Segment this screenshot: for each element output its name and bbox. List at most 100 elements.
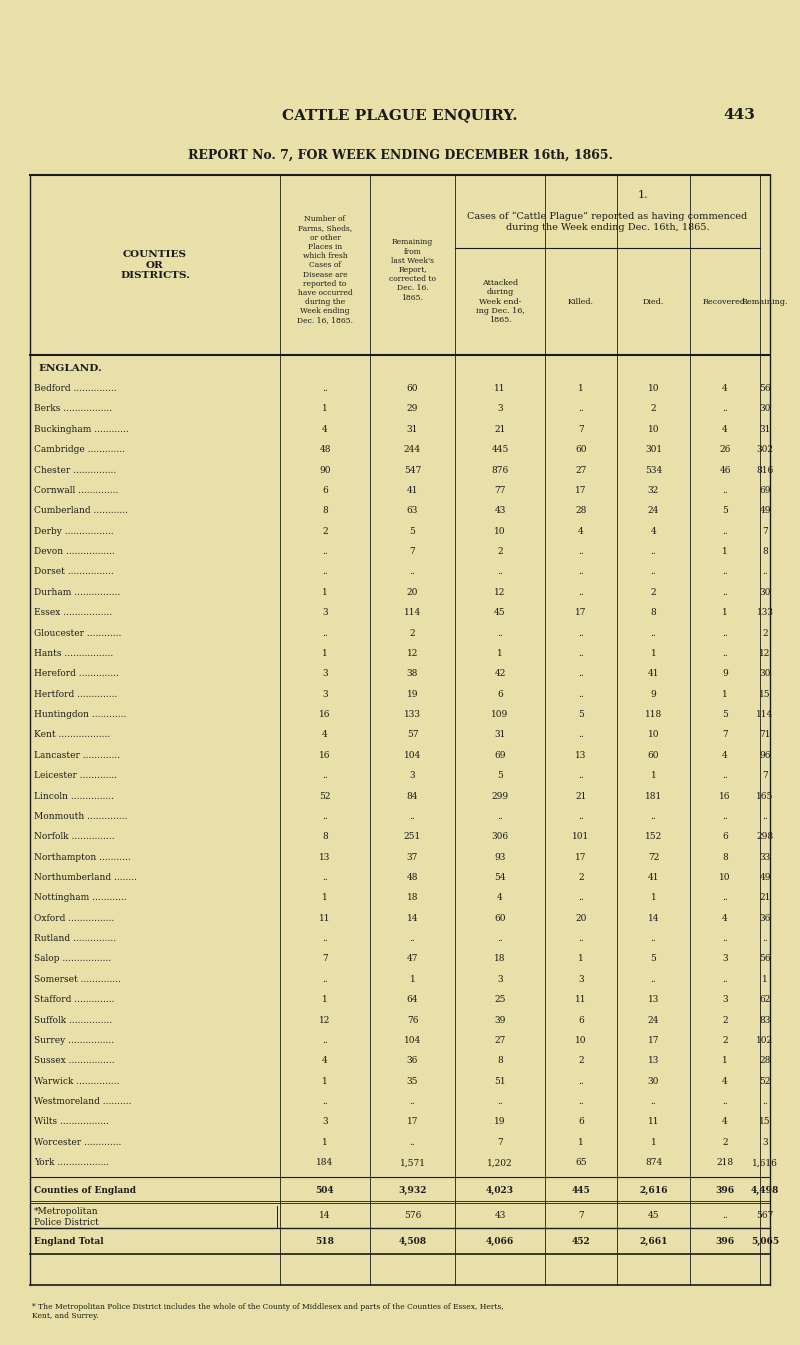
Text: 48: 48 xyxy=(406,873,418,882)
Text: ..: .. xyxy=(762,1098,768,1106)
Text: 8: 8 xyxy=(650,608,656,617)
Text: 1: 1 xyxy=(322,1077,328,1085)
Text: 2: 2 xyxy=(578,873,584,882)
Text: 47: 47 xyxy=(406,955,418,963)
Text: ..: .. xyxy=(762,935,768,943)
Text: 8: 8 xyxy=(322,833,328,841)
Text: 14: 14 xyxy=(319,1210,330,1220)
Text: 31: 31 xyxy=(407,425,418,434)
Text: 12: 12 xyxy=(319,1015,330,1025)
Text: 17: 17 xyxy=(648,1036,659,1045)
Text: 69: 69 xyxy=(494,751,506,760)
Text: ..: .. xyxy=(578,771,584,780)
Text: 4: 4 xyxy=(322,730,328,740)
Text: 7: 7 xyxy=(578,1210,584,1220)
Text: Cases of “Cattle Plague” reported as having commenced
during the Week ending Dec: Cases of “Cattle Plague” reported as hav… xyxy=(467,213,748,231)
Text: Worcester .............: Worcester ............. xyxy=(34,1138,122,1147)
Text: 3: 3 xyxy=(322,690,328,698)
Text: 3,932: 3,932 xyxy=(398,1186,426,1194)
Text: Cambridge .............: Cambridge ............. xyxy=(34,445,125,455)
Text: 14: 14 xyxy=(406,913,418,923)
Text: 5: 5 xyxy=(578,710,584,720)
Text: 77: 77 xyxy=(494,486,506,495)
Text: ..: .. xyxy=(578,670,584,678)
Text: 24: 24 xyxy=(648,1015,659,1025)
Text: ..: .. xyxy=(722,1210,728,1220)
Text: 1.: 1. xyxy=(637,190,648,200)
Text: 1: 1 xyxy=(322,648,328,658)
Text: 2: 2 xyxy=(650,588,656,597)
Text: 51: 51 xyxy=(494,1077,506,1085)
Text: 2: 2 xyxy=(722,1138,728,1147)
Text: 1: 1 xyxy=(497,648,503,658)
Text: Chester ...............: Chester ............... xyxy=(34,465,116,475)
Text: 43: 43 xyxy=(494,506,506,515)
Text: 41: 41 xyxy=(406,486,418,495)
Text: 12: 12 xyxy=(494,588,506,597)
Text: 1: 1 xyxy=(722,608,728,617)
Text: 445: 445 xyxy=(572,1186,590,1194)
Text: 15: 15 xyxy=(759,690,771,698)
Text: 60: 60 xyxy=(648,751,659,760)
Text: 31: 31 xyxy=(494,730,506,740)
Text: 71: 71 xyxy=(759,730,770,740)
Text: ..: .. xyxy=(578,648,584,658)
Text: Suffolk ...............: Suffolk ............... xyxy=(34,1015,112,1025)
Text: 4,066: 4,066 xyxy=(486,1237,514,1245)
Text: 54: 54 xyxy=(494,873,506,882)
Text: ..: .. xyxy=(322,568,328,577)
Text: 567: 567 xyxy=(756,1210,774,1220)
Text: Surrey ................: Surrey ................ xyxy=(34,1036,114,1045)
Text: 62: 62 xyxy=(759,995,770,1005)
Text: Salop .................: Salop ................. xyxy=(34,955,111,963)
Text: 165: 165 xyxy=(756,791,774,800)
Text: 1: 1 xyxy=(410,975,415,983)
Text: ..: .. xyxy=(578,893,584,902)
Text: 21: 21 xyxy=(759,893,770,902)
Text: 104: 104 xyxy=(404,751,421,760)
Text: Northampton ...........: Northampton ........... xyxy=(34,853,130,862)
Text: 9: 9 xyxy=(650,690,656,698)
Text: 1,571: 1,571 xyxy=(399,1158,426,1167)
Text: 2: 2 xyxy=(497,547,503,555)
Text: Kent ..................: Kent .................. xyxy=(34,730,110,740)
Text: Essex .................: Essex ................. xyxy=(34,608,112,617)
Text: ..: .. xyxy=(410,1138,415,1147)
Text: 16: 16 xyxy=(319,710,330,720)
Text: 1: 1 xyxy=(322,995,328,1005)
Text: Berks .................: Berks ................. xyxy=(34,405,112,413)
Text: 11: 11 xyxy=(575,995,586,1005)
Text: Wilts .................: Wilts ................. xyxy=(34,1118,109,1127)
Text: ..: .. xyxy=(578,628,584,638)
Text: 12: 12 xyxy=(407,648,418,658)
Text: Warwick ...............: Warwick ............... xyxy=(34,1077,119,1085)
Text: 63: 63 xyxy=(407,506,418,515)
Text: 39: 39 xyxy=(494,1015,506,1025)
Text: 1,616: 1,616 xyxy=(752,1158,778,1167)
Text: ..: .. xyxy=(578,730,584,740)
Text: 18: 18 xyxy=(406,893,418,902)
Text: 16: 16 xyxy=(319,751,330,760)
Text: 69: 69 xyxy=(759,486,770,495)
Text: 1: 1 xyxy=(722,547,728,555)
Text: 133: 133 xyxy=(757,608,774,617)
Text: 184: 184 xyxy=(316,1158,334,1167)
Text: 41: 41 xyxy=(648,873,659,882)
Text: 93: 93 xyxy=(494,853,506,862)
Text: ..: .. xyxy=(578,935,584,943)
Text: Counties of England: Counties of England xyxy=(34,1186,136,1194)
Text: 1: 1 xyxy=(650,771,656,780)
Text: Lancaster .............: Lancaster ............. xyxy=(34,751,120,760)
Text: 56: 56 xyxy=(759,385,771,393)
Text: 96: 96 xyxy=(759,751,770,760)
Text: 33: 33 xyxy=(759,853,770,862)
Text: Rutland ...............: Rutland ............... xyxy=(34,935,116,943)
Text: 4: 4 xyxy=(722,751,728,760)
Text: 60: 60 xyxy=(575,445,586,455)
Text: 152: 152 xyxy=(645,833,662,841)
Text: 90: 90 xyxy=(319,465,330,475)
Text: ..: .. xyxy=(578,812,584,820)
Text: 445: 445 xyxy=(491,445,509,455)
Text: Buckingham ............: Buckingham ............ xyxy=(34,425,129,434)
Text: 30: 30 xyxy=(759,588,770,597)
